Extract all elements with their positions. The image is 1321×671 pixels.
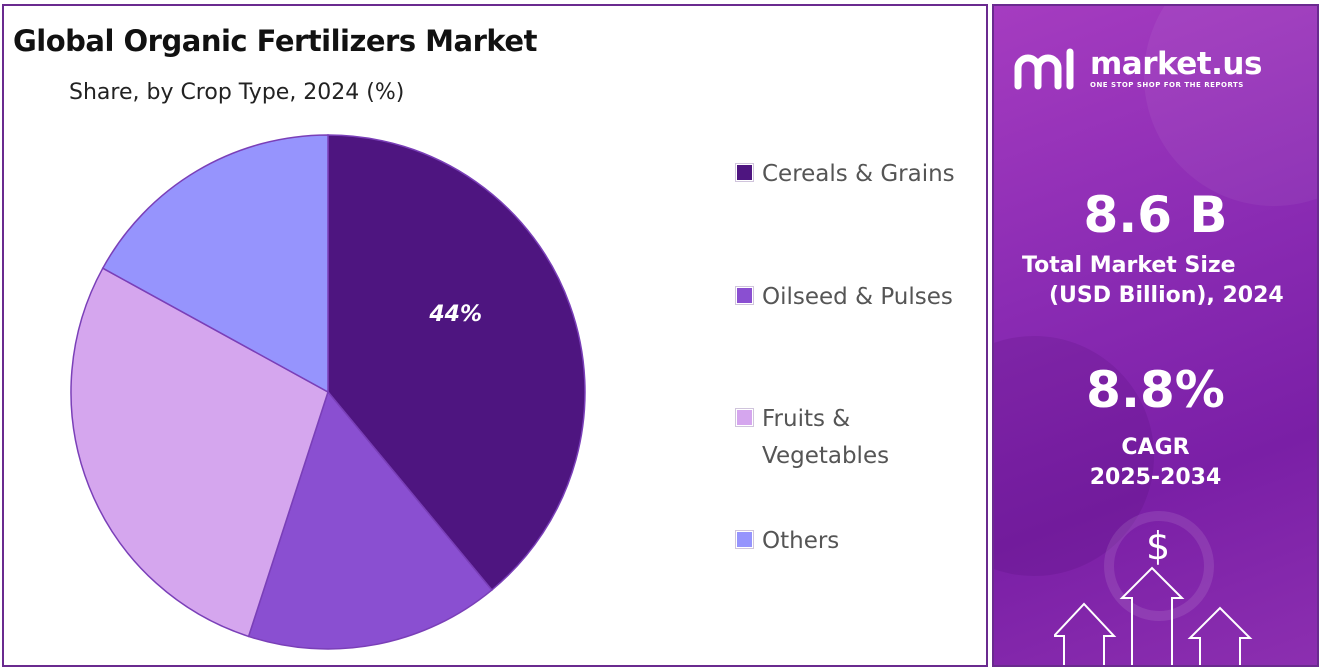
- pie-data-labels: 44%: [428, 302, 482, 327]
- summary-panel: market.us ONE STOP SHOP FOR THE REPORTS …: [992, 4, 1319, 667]
- cagr-label-line2: 2025-2034: [1089, 465, 1222, 490]
- background-decoration: [1104, 511, 1214, 621]
- legend-swatch: [735, 408, 754, 427]
- market-size-label-line2: (USD Billion), 2024: [1049, 283, 1284, 308]
- brand-tagline: ONE STOP SHOP FOR THE REPORTS: [1090, 80, 1244, 89]
- pie-slice-oilseed-pulses: [247, 390, 493, 650]
- legend-item-cereals-grains: Cereals & Grains: [735, 156, 986, 193]
- legend-swatch: [735, 163, 754, 182]
- legend-label-line1: Fruits &: [762, 406, 851, 432]
- legend-swatch: [735, 286, 754, 305]
- legend-label: Oilseed & Pulses: [762, 284, 953, 310]
- market-size-value: 8.6 B: [1083, 186, 1228, 244]
- legend-label: Cereals & Grains: [762, 161, 955, 187]
- chart-panel: Global Organic Fertilizers Market Share,…: [2, 4, 988, 667]
- legend-swatch: [735, 530, 754, 549]
- legend-label-line2: Vegetables: [762, 443, 890, 469]
- legend-item-fruits-vegetables: Fruits & Vegetables: [735, 401, 986, 475]
- background-decoration: [1144, 6, 1317, 206]
- pie-slices: [70, 134, 586, 650]
- chart-subtitle: Share, by Crop Type, 2024 (%): [69, 80, 405, 105]
- cagr-value: 8.8%: [1086, 361, 1225, 419]
- pie-slice-cereals-grains: [327, 134, 586, 592]
- legend-label: Fruits & Vegetables: [762, 401, 962, 475]
- legend-item-oilseed-pulses: Oilseed & Pulses: [735, 279, 986, 316]
- pie-data-label: 44%: [428, 302, 482, 327]
- growth-arrows-icon: [1054, 566, 1253, 665]
- legend-label: Others: [762, 528, 840, 554]
- chart-title: Global Organic Fertilizers Market: [13, 24, 537, 58]
- dollar-icon: $: [1146, 524, 1171, 568]
- pie-slice-others: [101, 134, 329, 394]
- brand-name: market.us: [1090, 45, 1262, 82]
- brand-logo: market.us ONE STOP SHOP FOR THE REPORTS: [1014, 46, 1262, 90]
- cagr-label-line1: CAGR: [1121, 435, 1190, 460]
- legend-item-others: Others: [735, 523, 986, 560]
- market-us-logo-icon: [1014, 48, 1074, 90]
- market-size-label-line1: Total Market Size: [1022, 253, 1236, 278]
- pie-chart: 44%: [70, 134, 586, 650]
- pie-slice-fruits-vegetables: [70, 267, 329, 638]
